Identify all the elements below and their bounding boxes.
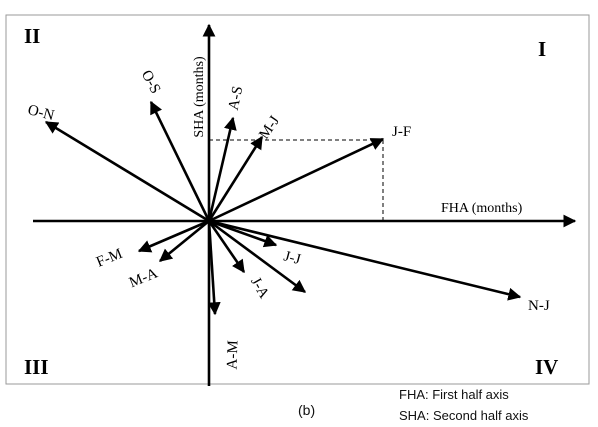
- quadrant-label-iii: III: [24, 355, 49, 379]
- vector-label-o-s: O-S: [138, 68, 163, 97]
- vector-label-n-j: N-J: [528, 298, 550, 314]
- vector-extra-short: [208, 219, 307, 294]
- vector-label-j-a: J-A: [247, 275, 272, 302]
- vector-label-a-s: A-S: [226, 85, 247, 112]
- x-axis-label: FHA (months): [441, 201, 523, 216]
- vector-m-j: [207, 135, 264, 222]
- vector-m-a: [158, 219, 210, 263]
- vector-f-m: [137, 219, 210, 253]
- figure-frame: [5, 14, 590, 385]
- vector-label-f-m: F-M: [94, 246, 125, 271]
- quadrant-label-iv: IV: [535, 355, 558, 379]
- quadrant-label-ii: II: [24, 24, 40, 48]
- figure-sublabel: (b): [298, 402, 316, 418]
- vector-a-m: [207, 220, 221, 316]
- vector-a-s: [207, 116, 237, 222]
- vector-group: [44, 100, 522, 316]
- legend-note-sha: SHA: Second half axis: [399, 408, 529, 423]
- legend-note-fha: FHA: First half axis: [399, 387, 509, 402]
- vector-j-a: [207, 220, 246, 274]
- y-axis-label: SHA (months): [192, 56, 207, 138]
- vector-label-o-n: O-N: [26, 102, 56, 124]
- vector-j-f: [208, 137, 385, 223]
- vector-o-n: [44, 120, 210, 223]
- vector-n-j: [208, 219, 522, 301]
- vector-label-j-f: J-F: [392, 124, 411, 140]
- vector-o-s: [149, 100, 211, 222]
- vector-label-m-a: M-A: [127, 265, 160, 291]
- quadrant-label-i: I: [538, 37, 546, 61]
- vector-label-a-m: A-M: [224, 340, 241, 370]
- vector-label-j-j: J-J: [282, 248, 302, 268]
